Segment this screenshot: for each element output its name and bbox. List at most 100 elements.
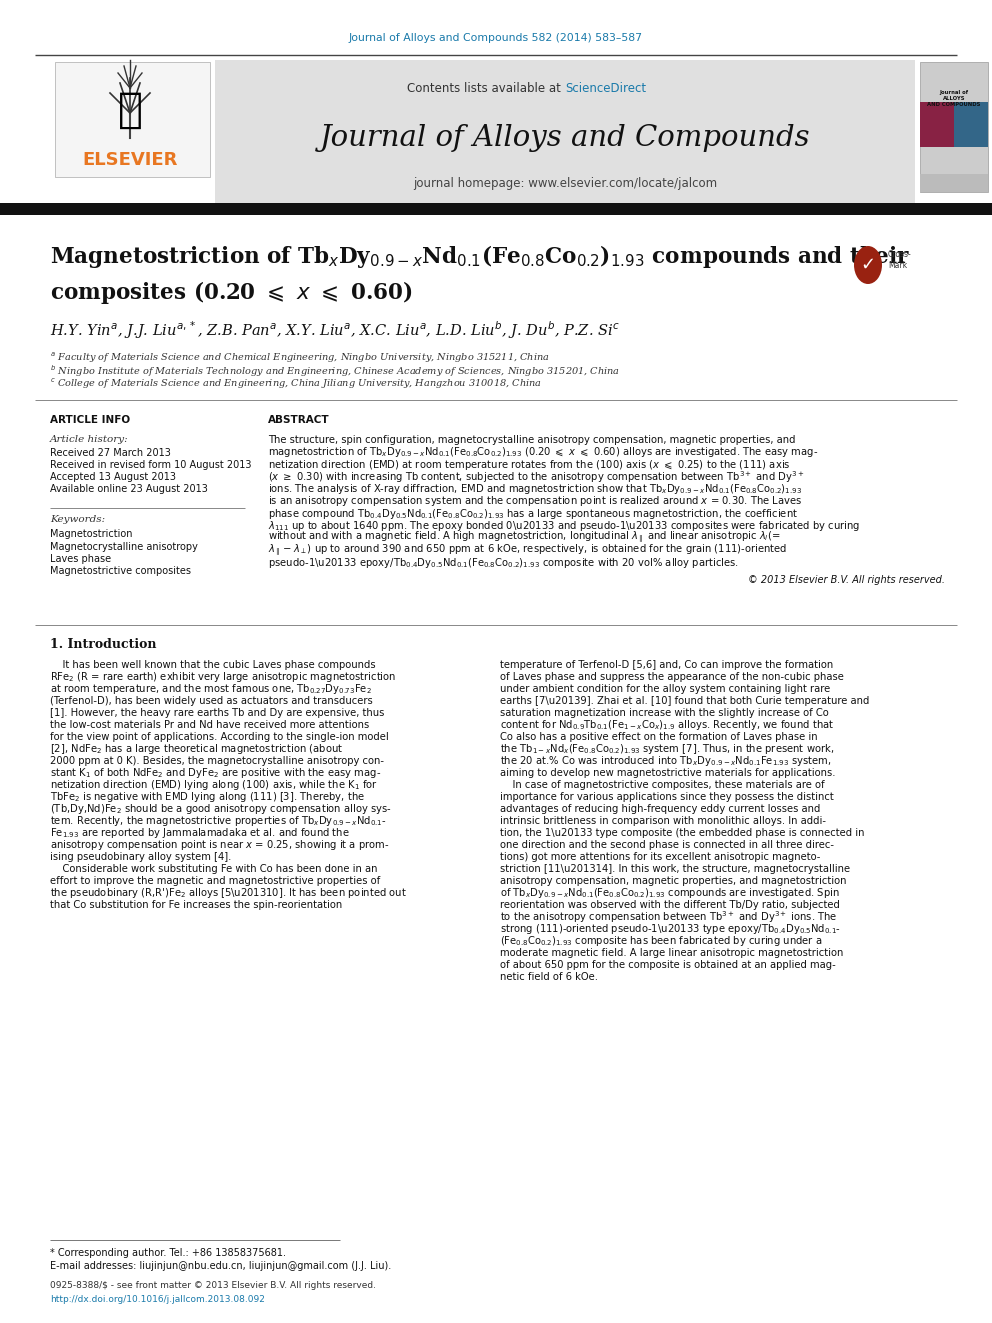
Text: phase compound Tb$_{0.4}$Dy$_{0.5}$Nd$_{0.1}$(Fe$_{0.8}$Co$_{0.2}$)$_{1.93}$ has: phase compound Tb$_{0.4}$Dy$_{0.5}$Nd$_{… xyxy=(268,507,799,521)
Bar xyxy=(954,102,988,147)
Bar xyxy=(920,62,988,192)
Text: tion, the 1\u20133 type composite (the embedded phase is connected in: tion, the 1\u20133 type composite (the e… xyxy=(500,828,864,837)
Text: * Corresponding author. Tel.: +86 13858375681.: * Corresponding author. Tel.: +86 138583… xyxy=(50,1248,286,1258)
Text: Contents lists available at: Contents lists available at xyxy=(408,82,565,94)
Text: Fe$_{1.93}$ are reported by Jammalamadaka et al. and found the: Fe$_{1.93}$ are reported by Jammalamadak… xyxy=(50,826,350,840)
Text: H.Y. Yin$^a$, J.J. Liu$^{a,*}$, Z.B. Pan$^a$, X.Y. Liu$^a$, X.C. Liu$^a$, L.D. L: H.Y. Yin$^a$, J.J. Liu$^{a,*}$, Z.B. Pan… xyxy=(50,319,620,341)
Bar xyxy=(0,202,992,216)
Text: under ambient condition for the alloy system containing light rare: under ambient condition for the alloy sy… xyxy=(500,684,830,695)
Bar xyxy=(920,102,954,147)
Text: $^c$ College of Materials Science and Engineering, China Jiliang University, Han: $^c$ College of Materials Science and En… xyxy=(50,377,542,392)
Text: Cross-
Mark: Cross- Mark xyxy=(888,250,912,270)
Text: ABSTRACT: ABSTRACT xyxy=(268,415,329,425)
Text: $^a$ Faculty of Materials Science and Chemical Engineering, Ningbo University, N: $^a$ Faculty of Materials Science and Ch… xyxy=(50,351,550,365)
Text: ELSEVIER: ELSEVIER xyxy=(82,151,178,169)
Text: E-mail addresses: liujinjun@nbu.edu.cn, liujinjun@gmail.com (J.J. Liu).: E-mail addresses: liujinjun@nbu.edu.cn, … xyxy=(50,1261,391,1271)
Text: ScienceDirect: ScienceDirect xyxy=(565,82,646,94)
Text: intrinsic brittleness in comparison with monolithic alloys. In addi-: intrinsic brittleness in comparison with… xyxy=(500,816,826,826)
Text: It has been well known that the cubic Laves phase compounds: It has been well known that the cubic La… xyxy=(50,660,376,669)
Text: Available online 23 August 2013: Available online 23 August 2013 xyxy=(50,484,208,493)
Text: Journal of Alloys and Compounds 582 (2014) 583–587: Journal of Alloys and Compounds 582 (201… xyxy=(349,33,643,44)
Bar xyxy=(55,62,210,177)
Text: tions) got more attentions for its excellent anisotropic magneto-: tions) got more attentions for its excel… xyxy=(500,852,820,863)
Text: TbFe$_2$ is negative with EMD lying along (111) [3]. Thereby, the: TbFe$_2$ is negative with EMD lying alon… xyxy=(50,790,365,804)
Text: the low-cost materials Pr and Nd have received more attentions: the low-cost materials Pr and Nd have re… xyxy=(50,720,369,730)
Text: importance for various applications since they possess the distinct: importance for various applications sinc… xyxy=(500,792,833,802)
Text: $\lambda_{111}$ up to about 1640 ppm. The epoxy bonded 0\u20133 and pseudo-1\u20: $\lambda_{111}$ up to about 1640 ppm. Th… xyxy=(268,519,860,533)
Text: ions. The analysis of X-ray diffraction, EMD and magnetostriction show that Tb$_: ions. The analysis of X-ray diffraction,… xyxy=(268,482,802,496)
Text: that Co substitution for Fe increases the spin-reorientation: that Co substitution for Fe increases th… xyxy=(50,900,342,910)
Text: Magnetostriction of Tb$_x$Dy$_{0.9-x}$Nd$_{0.1}$(Fe$_{0.8}$Co$_{0.2}$)$_{1.93}$ : Magnetostriction of Tb$_x$Dy$_{0.9-x}$Nd… xyxy=(50,243,911,270)
Text: Laves phase: Laves phase xyxy=(50,554,111,564)
Text: ising pseudobinary alloy system [4].: ising pseudobinary alloy system [4]. xyxy=(50,852,231,863)
Text: (Terfenol-D), has been widely used as actuators and transducers: (Terfenol-D), has been widely used as ac… xyxy=(50,696,373,706)
Text: (Tb,Dy,Nd)Fe$_2$ should be a good anisotropy compensation alloy sys-: (Tb,Dy,Nd)Fe$_2$ should be a good anisot… xyxy=(50,802,392,816)
Bar xyxy=(215,60,915,216)
Text: composites (0.20 $\leqslant$ $x$ $\leqslant$ 0.60): composites (0.20 $\leqslant$ $x$ $\leqsl… xyxy=(50,279,413,307)
Text: reorientation was observed with the different Tb/Dy ratio, subjected: reorientation was observed with the diff… xyxy=(500,900,840,910)
Text: is an anisotropy compensation system and the compensation point is realized arou: is an anisotropy compensation system and… xyxy=(268,495,803,508)
Text: to the anisotropy compensation between Tb$^{3+}$ and Dy$^{3+}$ ions. The: to the anisotropy compensation between T… xyxy=(500,909,837,925)
Text: aiming to develop new magnetostrictive materials for applications.: aiming to develop new magnetostrictive m… xyxy=(500,767,835,778)
Text: journal homepage: www.elsevier.com/locate/jalcom: journal homepage: www.elsevier.com/locat… xyxy=(413,176,717,189)
Text: of Tb$_x$Dy$_{0.9-x}$Nd$_{0.1}$(Fe$_{0.8}$Co$_{0.2}$)$_{1.93}$ compounds are inv: of Tb$_x$Dy$_{0.9-x}$Nd$_{0.1}$(Fe$_{0.8… xyxy=(500,886,840,900)
Text: ($x$ $\geq$ 0.30) with increasing Tb content, subjected to the anisotropy compen: ($x$ $\geq$ 0.30) with increasing Tb con… xyxy=(268,468,805,484)
Text: ARTICLE INFO: ARTICLE INFO xyxy=(50,415,130,425)
Text: Keywords:: Keywords: xyxy=(50,516,105,524)
Text: Co also has a positive effect on the formation of Laves phase in: Co also has a positive effect on the for… xyxy=(500,732,817,742)
Text: of Laves phase and suppress the appearance of the non-cubic phase: of Laves phase and suppress the appearan… xyxy=(500,672,844,681)
Text: 2000 ppm at 0 K). Besides, the magnetocrystalline anisotropy con-: 2000 ppm at 0 K). Besides, the magnetocr… xyxy=(50,755,384,766)
Text: $^b$ Ningbo Institute of Materials Technology and Engineering, Chinese Academy o: $^b$ Ningbo Institute of Materials Techn… xyxy=(50,363,620,378)
Text: effort to improve the magnetic and magnetostrictive properties of: effort to improve the magnetic and magne… xyxy=(50,876,380,886)
Text: 🌲: 🌲 xyxy=(117,89,143,131)
Text: advantages of reducing high-frequency eddy current losses and: advantages of reducing high-frequency ed… xyxy=(500,804,820,814)
Text: netization direction (EMD) at room temperature rotates from the (100) axis ($x$ : netization direction (EMD) at room tempe… xyxy=(268,458,791,471)
Text: moderate magnetic field. A large linear anisotropic magnetostriction: moderate magnetic field. A large linear … xyxy=(500,949,843,958)
Text: earths [7\u20139]. Zhai et al. [10] found that both Curie temperature and: earths [7\u20139]. Zhai et al. [10] foun… xyxy=(500,696,869,706)
Text: netic field of 6 kOe.: netic field of 6 kOe. xyxy=(500,972,598,982)
Text: RFe$_2$ (R = rare earth) exhibit very large anisotropic magnetostriction: RFe$_2$ (R = rare earth) exhibit very la… xyxy=(50,669,397,684)
Text: anisotropy compensation, magnetic properties, and magnetostriction: anisotropy compensation, magnetic proper… xyxy=(500,876,846,886)
Text: Received 27 March 2013: Received 27 March 2013 xyxy=(50,448,171,458)
Text: the 20 at.% Co was introduced into Tb$_x$Dy$_{0.9-x}$Nd$_{0.1}$Fe$_{1.93}$ syste: the 20 at.% Co was introduced into Tb$_x… xyxy=(500,754,831,767)
Text: stant K$_1$ of both NdFe$_2$ and DyFe$_2$ are positive with the easy mag-: stant K$_1$ of both NdFe$_2$ and DyFe$_2… xyxy=(50,766,381,781)
Text: 0925-8388/$ - see front matter © 2013 Elsevier B.V. All rights reserved.: 0925-8388/$ - see front matter © 2013 El… xyxy=(50,1282,376,1290)
Text: strong (111)-oriented pseudo-1\u20133 type epoxy/Tb$_{0.4}$Dy$_{0.5}$Nd$_{0.1}$-: strong (111)-oriented pseudo-1\u20133 ty… xyxy=(500,922,841,935)
Text: [1]. However, the heavy rare earths Tb and Dy are expensive, thus: [1]. However, the heavy rare earths Tb a… xyxy=(50,708,384,718)
Text: anisotropy compensation point is near $x$ = 0.25, showing it a prom-: anisotropy compensation point is near $x… xyxy=(50,837,390,852)
Text: the Tb$_{1-x}$Nd$_x$(Fe$_{0.8}$Co$_{0.2}$)$_{1.93}$ system [7]. Thus, in the pre: the Tb$_{1-x}$Nd$_x$(Fe$_{0.8}$Co$_{0.2}… xyxy=(500,742,834,755)
Text: $\lambda_{\parallel}-\lambda_{\perp}$) up to around 390 and 650 ppm at 6 kOe, re: $\lambda_{\parallel}-\lambda_{\perp}$) u… xyxy=(268,542,788,558)
Text: Magnetostriction: Magnetostriction xyxy=(50,529,133,538)
Text: Magnetocrystalline anisotropy: Magnetocrystalline anisotropy xyxy=(50,541,197,552)
Text: striction [11\u201314]. In this work, the structure, magnetocrystalline: striction [11\u201314]. In this work, th… xyxy=(500,864,850,875)
Bar xyxy=(920,175,988,192)
Text: Journal of Alloys and Compounds: Journal of Alloys and Compounds xyxy=(319,124,810,152)
Text: Article history:: Article history: xyxy=(50,435,129,445)
Text: Journal of
ALLOYS
AND COMPOUNDS: Journal of ALLOYS AND COMPOUNDS xyxy=(928,90,981,107)
Text: without and with a magnetic field. A high magnetostriction, longitudinal $\lambd: without and with a magnetic field. A hig… xyxy=(268,531,781,546)
Text: (Fe$_{0.8}$Co$_{0.2}$)$_{1.93}$ composite has been fabricated by curing under a: (Fe$_{0.8}$Co$_{0.2}$)$_{1.93}$ composit… xyxy=(500,934,822,949)
Text: netization direction (EMD) lying along (100) axis, while the K$_1$ for: netization direction (EMD) lying along (… xyxy=(50,778,378,792)
Text: Considerable work substituting Fe with Co has been done in an: Considerable work substituting Fe with C… xyxy=(50,864,378,875)
Text: 1. Introduction: 1. Introduction xyxy=(50,639,157,651)
Text: temperature of Terfenol-D [5,6] and, Co can improve the formation: temperature of Terfenol-D [5,6] and, Co … xyxy=(500,660,833,669)
Text: at room temperature, and the most famous one, Tb$_{0.27}$Dy$_{0.73}$Fe$_2$: at room temperature, and the most famous… xyxy=(50,681,372,696)
Text: of about 650 ppm for the composite is obtained at an applied mag-: of about 650 ppm for the composite is ob… xyxy=(500,960,835,970)
Text: one direction and the second phase is connected in all three direc-: one direction and the second phase is co… xyxy=(500,840,834,849)
Text: Magnetostrictive composites: Magnetostrictive composites xyxy=(50,566,191,577)
Text: Accepted 13 August 2013: Accepted 13 August 2013 xyxy=(50,472,176,482)
Text: saturation magnetization increase with the slightly increase of Co: saturation magnetization increase with t… xyxy=(500,708,828,718)
Text: In case of magnetostrictive composites, these materials are of: In case of magnetostrictive composites, … xyxy=(500,781,824,790)
Text: Received in revised form 10 August 2013: Received in revised form 10 August 2013 xyxy=(50,460,252,470)
Text: The structure, spin configuration, magnetocrystalline anisotropy compensation, m: The structure, spin configuration, magne… xyxy=(268,435,796,445)
Text: http://dx.doi.org/10.1016/j.jallcom.2013.08.092: http://dx.doi.org/10.1016/j.jallcom.2013… xyxy=(50,1294,265,1303)
Text: for the view point of applications. According to the single-ion model: for the view point of applications. Acco… xyxy=(50,732,389,742)
Ellipse shape xyxy=(854,246,882,284)
Text: magnetostriction of Tb$_x$Dy$_{0.9-x}$Nd$_{0.1}$(Fe$_{0.8}$Co$_{0.2}$)$_{1.93}$ : magnetostriction of Tb$_x$Dy$_{0.9-x}$Nd… xyxy=(268,446,818,459)
Text: pseudo-1\u20133 epoxy/Tb$_{0.4}$Dy$_{0.5}$Nd$_{0.1}$(Fe$_{0.8}$Co$_{0.2}$)$_{1.9: pseudo-1\u20133 epoxy/Tb$_{0.4}$Dy$_{0.5… xyxy=(268,556,739,570)
Text: tem. Recently, the magnetostrictive properties of Tb$_x$Dy$_{0.9-x}$Nd$_{0.1}$-: tem. Recently, the magnetostrictive prop… xyxy=(50,814,387,828)
Text: © 2013 Elsevier B.V. All rights reserved.: © 2013 Elsevier B.V. All rights reserved… xyxy=(748,576,945,585)
Text: [2], NdFe$_2$ has a large theoretical magnetostriction (about: [2], NdFe$_2$ has a large theoretical ma… xyxy=(50,742,343,755)
Text: ✓: ✓ xyxy=(860,255,876,274)
Text: the pseudobinary (R,R')Fe$_2$ alloys [5\u201310]. It has been pointed out: the pseudobinary (R,R')Fe$_2$ alloys [5\… xyxy=(50,886,407,900)
